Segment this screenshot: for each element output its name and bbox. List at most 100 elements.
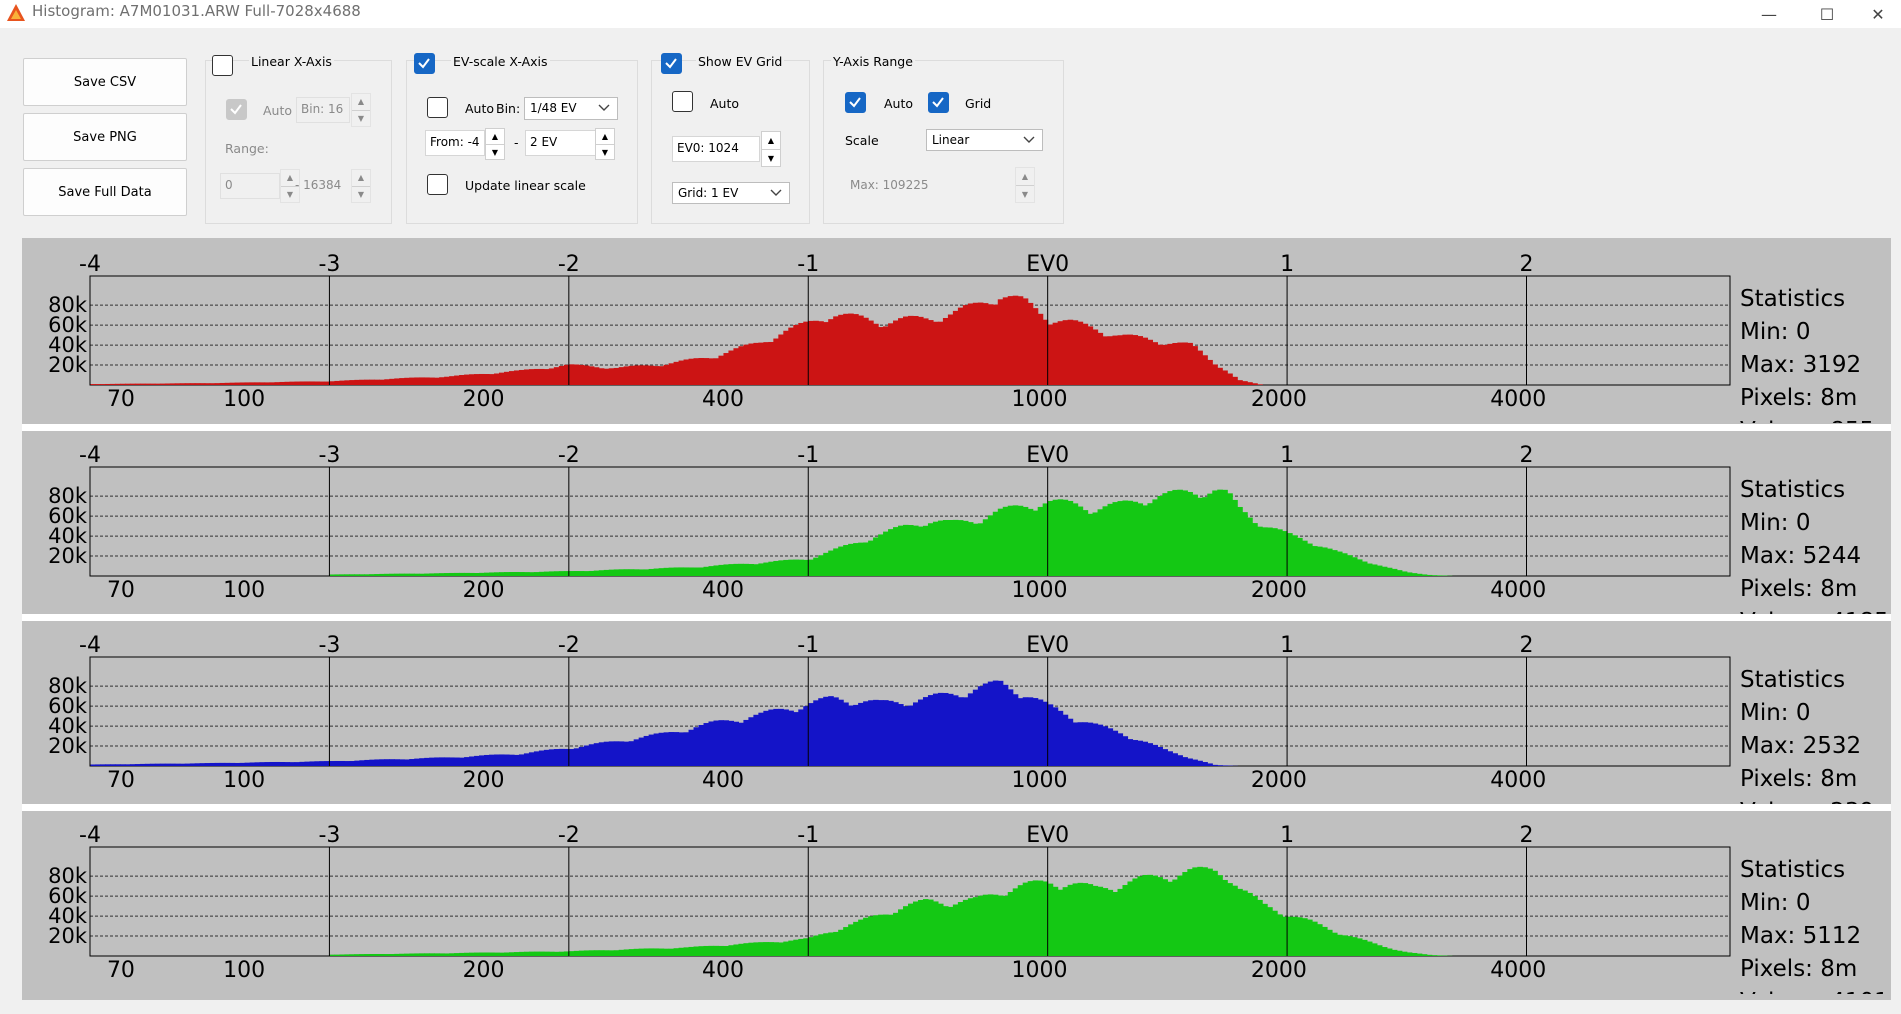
ev-auto-checkbox[interactable] — [427, 97, 448, 118]
y-scale-select[interactable]: Linear — [926, 129, 1043, 151]
histogram-bar — [404, 953, 410, 956]
linear-x-axis-checkbox[interactable] — [212, 55, 233, 76]
linear-range-from-spinner[interactable]: ▲ ▼ — [280, 169, 300, 203]
linear-bin-field[interactable]: Bin: 16 — [296, 97, 350, 123]
histogram-bar — [808, 320, 814, 385]
histogram-bar — [798, 322, 804, 385]
histogram-bar — [972, 689, 979, 766]
histogram-bar — [1252, 896, 1258, 956]
histogram-bar — [1406, 952, 1413, 956]
histogram-bar — [908, 525, 914, 576]
histogram-bar — [673, 732, 680, 766]
histogram-bar — [224, 382, 231, 385]
histogram-bar — [459, 375, 465, 385]
y-grid-checkbox[interactable] — [928, 92, 949, 113]
y-tick-label: 60k — [48, 313, 88, 337]
histogram-bar — [598, 368, 605, 385]
histogram-bar — [1192, 494, 1198, 576]
ev-bin-select[interactable]: 1/48 EV — [524, 97, 618, 120]
save-png-button[interactable]: Save PNG — [23, 113, 187, 161]
histogram-bar — [922, 899, 929, 956]
histogram-bar — [439, 377, 445, 385]
histogram-bar — [518, 572, 525, 576]
histogram-bar — [873, 915, 879, 956]
y-max-spinner[interactable]: ▲ ▼ — [1015, 167, 1035, 203]
histogram-bar — [908, 903, 914, 956]
ev-tick-label: -2 — [558, 443, 580, 468]
ev-tick-label: 1 — [1280, 252, 1294, 277]
y-auto-checkbox[interactable] — [845, 92, 866, 113]
minimize-button[interactable]: — — [1761, 4, 1777, 24]
histogram-bar — [414, 377, 420, 385]
histogram-bar — [693, 567, 700, 576]
update-linear-scale-checkbox[interactable] — [427, 174, 448, 195]
ev-to-spinner[interactable]: ▲ ▼ — [595, 128, 615, 160]
histogram-bar — [1092, 723, 1099, 766]
histogram-bar — [204, 763, 211, 766]
histogram-bar — [249, 382, 256, 385]
histogram-bar — [354, 954, 360, 956]
ev0-spinner[interactable]: ▲ ▼ — [761, 131, 781, 167]
histogram-bar — [1082, 510, 1089, 576]
histogram-bar — [1147, 743, 1154, 766]
ev0-field[interactable]: EV0: 1024 — [672, 136, 760, 162]
maximize-button[interactable]: ☐ — [1819, 4, 1835, 24]
histogram-bar — [513, 952, 520, 956]
ev-tick-label: 1 — [1280, 443, 1294, 468]
histogram-bar — [1002, 684, 1009, 766]
histogram-bar — [688, 567, 695, 576]
ev-from-spinner[interactable]: ▲ ▼ — [485, 128, 505, 160]
histogram-bar — [99, 764, 106, 766]
histogram-bar — [1436, 955, 1443, 956]
show-ev-grid-checkbox[interactable] — [661, 53, 682, 74]
histogram-bar — [329, 381, 336, 385]
histogram-bar — [533, 951, 540, 956]
histogram-bar — [274, 382, 281, 385]
grid-step-select[interactable]: Grid: 1 EV — [672, 182, 790, 204]
histogram-bar — [144, 383, 151, 385]
histogram-bar — [1152, 744, 1158, 766]
histogram-bar — [1047, 883, 1054, 956]
histogram-bar — [1142, 874, 1149, 956]
linear-bin-spinner[interactable]: ▲ ▼ — [351, 93, 371, 127]
save-csv-button[interactable]: Save CSV — [23, 58, 187, 106]
linear-range-to-spinner[interactable]: ▲ ▼ — [351, 169, 371, 203]
histogram-bar — [967, 303, 974, 385]
histogram-bar — [833, 316, 839, 385]
histogram-bar — [1087, 884, 1094, 956]
histogram-bar — [738, 722, 745, 766]
close-button[interactable]: ✕ — [1871, 4, 1885, 24]
ev-tick-label: EV0 — [1026, 823, 1069, 848]
histogram-bar — [1162, 493, 1168, 576]
linear-tick-label: 200 — [463, 768, 505, 793]
histogram-bar — [653, 733, 660, 766]
histogram-bar — [828, 550, 834, 576]
histogram-bar — [858, 315, 864, 385]
histogram-bar — [1027, 302, 1034, 385]
histogram-bar — [908, 705, 914, 766]
histogram-bar — [508, 571, 515, 576]
ev-to-field[interactable]: 2 EV — [525, 130, 600, 156]
linear-range-to-field[interactable]: - 16384 — [295, 178, 342, 192]
y-max-field[interactable]: Max: 109225 — [845, 173, 1035, 199]
ev-scale-checkbox[interactable] — [414, 53, 435, 74]
histogram-bar — [409, 953, 415, 956]
ev-from-field[interactable]: From: -4 — [425, 130, 485, 156]
ev-grid-auto-checkbox[interactable] — [672, 91, 693, 112]
histogram-bar — [708, 358, 715, 385]
histogram-bar — [543, 749, 550, 766]
histogram-bar — [1346, 555, 1353, 576]
histogram-bar — [843, 927, 849, 956]
histogram-bar — [379, 759, 385, 766]
histogram-bar — [643, 365, 650, 385]
histogram-bar — [932, 693, 939, 766]
histogram-bar — [339, 380, 345, 385]
histogram-bar — [718, 355, 725, 385]
histogram-bar — [578, 950, 585, 956]
histogram-bar — [269, 382, 276, 385]
histogram-bar — [618, 741, 625, 766]
histogram-bar — [1092, 329, 1099, 385]
save-full-data-button[interactable]: Save Full Data — [23, 168, 187, 216]
linear-auto-checkbox[interactable] — [226, 99, 247, 120]
linear-range-from-field[interactable]: 0 — [220, 173, 280, 199]
